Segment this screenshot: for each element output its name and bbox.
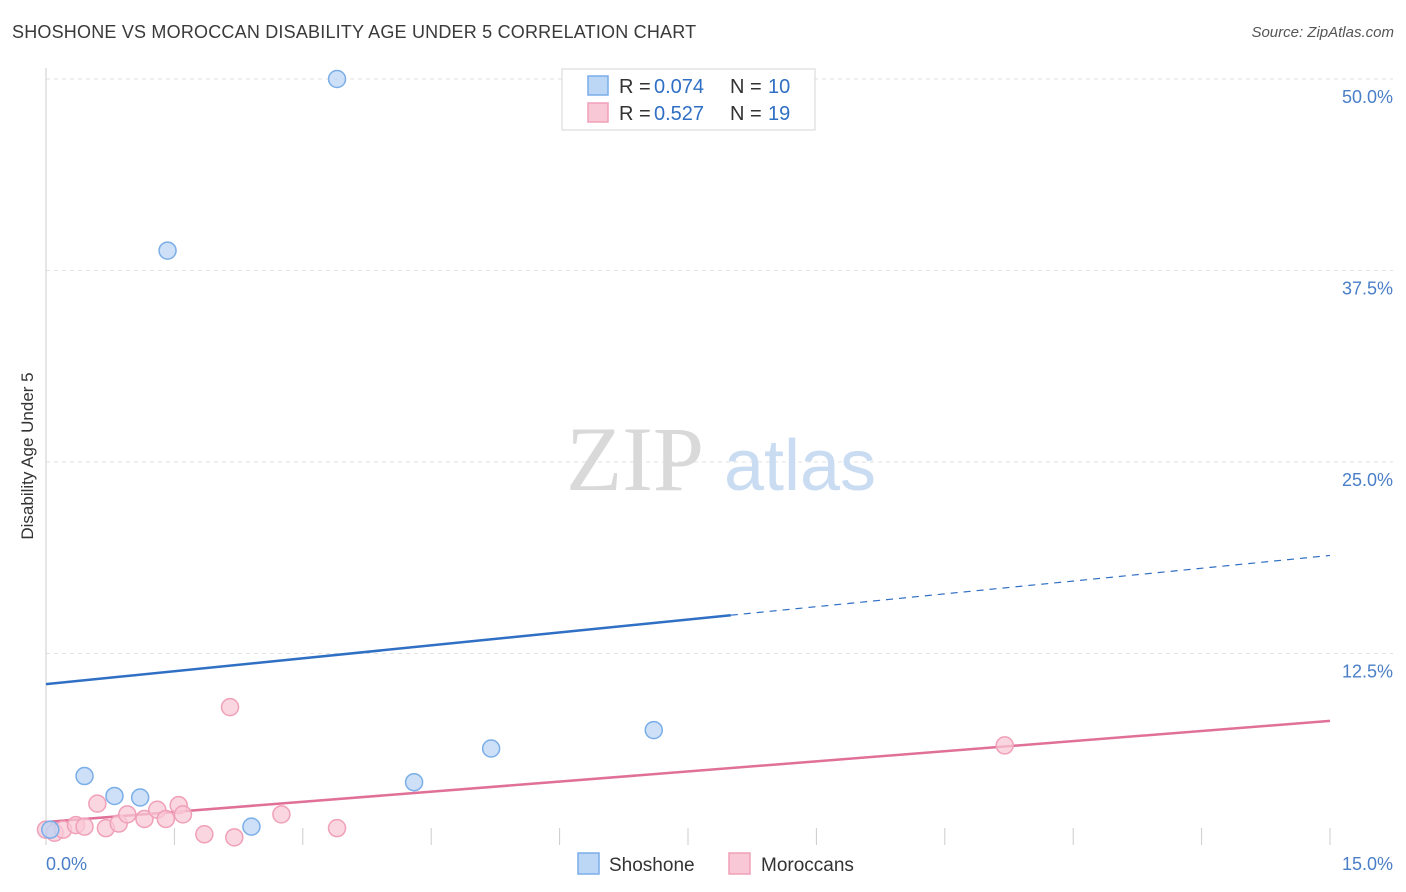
point-moroccans-16 xyxy=(225,828,244,847)
legend-r-label-moroccans: R = xyxy=(619,103,651,125)
point-moroccans-19 xyxy=(995,736,1014,755)
trend-line-dashed-0 xyxy=(730,554,1331,616)
watermark-atlas: atlas xyxy=(724,426,876,506)
legend-swatch-shoshone xyxy=(587,75,609,96)
y-tick-label-0: 12.5% xyxy=(1342,662,1393,682)
legend-n-label-moroccans: N = xyxy=(730,103,762,125)
y-axis-label: Disability Age Under 5 xyxy=(18,372,37,539)
y-tick-label-1: 25.0% xyxy=(1342,470,1393,490)
top-legend: R = 0.074 N = 10 R = 0.527 N = 19 xyxy=(561,68,816,131)
x-tick-label-min: 0.0% xyxy=(46,854,87,874)
point-moroccans-5 xyxy=(88,794,107,813)
bottom-legend-swatch-moroccans xyxy=(728,852,751,875)
point-shoshone-7 xyxy=(404,772,424,792)
y-tick-label-3: 50.0% xyxy=(1342,87,1393,107)
point-shoshone-9 xyxy=(644,720,664,740)
trend-line-1 xyxy=(45,719,1331,824)
gridlines xyxy=(46,78,1393,654)
legend-r-value-moroccans: 0.527 xyxy=(654,103,704,125)
chart-source: Source: ZipAtlas.com xyxy=(1251,24,1394,41)
legend-r-value-shoshone: 0.074 xyxy=(654,76,704,98)
point-shoshone-5 xyxy=(242,817,261,836)
point-moroccans-15 xyxy=(220,697,240,717)
y-tick-label-2: 37.5% xyxy=(1342,279,1393,299)
data-points xyxy=(36,69,1014,847)
bottom-legend-label-shoshone: Shoshone xyxy=(609,855,695,876)
point-shoshone-4 xyxy=(158,241,177,260)
legend-r-label-shoshone: R = xyxy=(619,76,651,98)
point-shoshone-3 xyxy=(130,788,150,807)
point-moroccans-9 xyxy=(135,809,154,829)
chart-title: SHOSHONE VS MOROCCAN DISABILITY AGE UNDE… xyxy=(12,22,697,42)
legend-n-label-shoshone: N = xyxy=(730,76,762,98)
point-moroccans-17 xyxy=(272,805,291,824)
y-tick-labels: 12.5% 25.0% 37.5% 50.0% xyxy=(1342,87,1393,682)
point-moroccans-13 xyxy=(173,805,193,824)
point-moroccans-18 xyxy=(327,818,347,838)
trend-line-0 xyxy=(45,613,731,686)
watermark-zip: ZIP xyxy=(566,408,704,510)
point-moroccans-14 xyxy=(195,825,214,844)
x-axis-ticks xyxy=(173,828,1331,845)
legend-n-value-moroccans: 19 xyxy=(768,103,790,125)
trend-lines xyxy=(45,554,1331,824)
bottom-legend: Shoshone Moroccans xyxy=(577,852,854,876)
bottom-legend-label-moroccans: Moroccans xyxy=(761,855,854,876)
legend-swatch-moroccans xyxy=(587,102,609,123)
point-moroccans-11 xyxy=(156,809,176,829)
point-shoshone-0 xyxy=(41,820,60,839)
point-shoshone-1 xyxy=(75,766,94,786)
point-shoshone-6 xyxy=(327,69,347,89)
point-shoshone-8 xyxy=(481,739,501,758)
bottom-legend-swatch-shoshone xyxy=(577,852,600,875)
point-shoshone-2 xyxy=(105,786,124,806)
legend-n-value-shoshone: 10 xyxy=(768,76,790,98)
x-tick-label-max: 15.0% xyxy=(1342,854,1393,874)
point-moroccans-4 xyxy=(75,817,94,836)
point-moroccans-8 xyxy=(118,805,137,824)
